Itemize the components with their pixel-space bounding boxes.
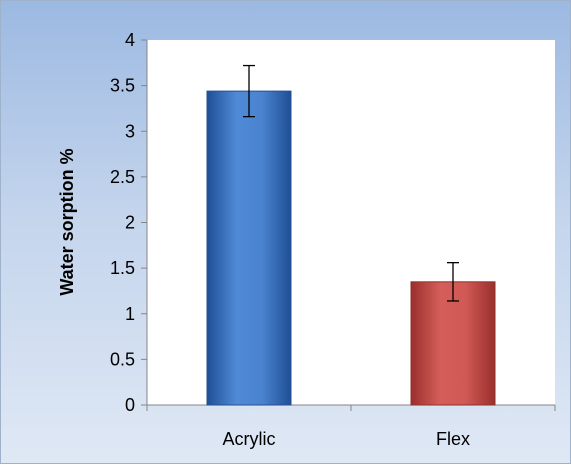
bars-group: [146, 64, 556, 411]
bar-flex: [410, 281, 496, 406]
y-tick-label: 2.5: [110, 167, 135, 187]
category-label: Flex: [436, 429, 470, 449]
y-tick-label: 0.5: [110, 349, 135, 369]
y-tick-label: 3: [125, 121, 135, 141]
y-tick-label: 1.5: [110, 258, 135, 278]
bar-acrylic: [206, 90, 292, 406]
category-label: Acrylic: [223, 429, 276, 449]
y-axis-title: Water sorption %: [57, 148, 77, 295]
y-tick-label: 4: [125, 30, 135, 50]
y-tick-label: 3.5: [110, 76, 135, 96]
y-tick-label: 2: [125, 213, 135, 233]
y-tick-label: 0: [125, 395, 135, 415]
y-axis-ticks: 0 0.5 1 1.5 2 2.5 3 3.5 4: [110, 30, 147, 415]
x-axis-labels: Acrylic Flex: [223, 429, 471, 449]
y-tick-label: 1: [125, 304, 135, 324]
